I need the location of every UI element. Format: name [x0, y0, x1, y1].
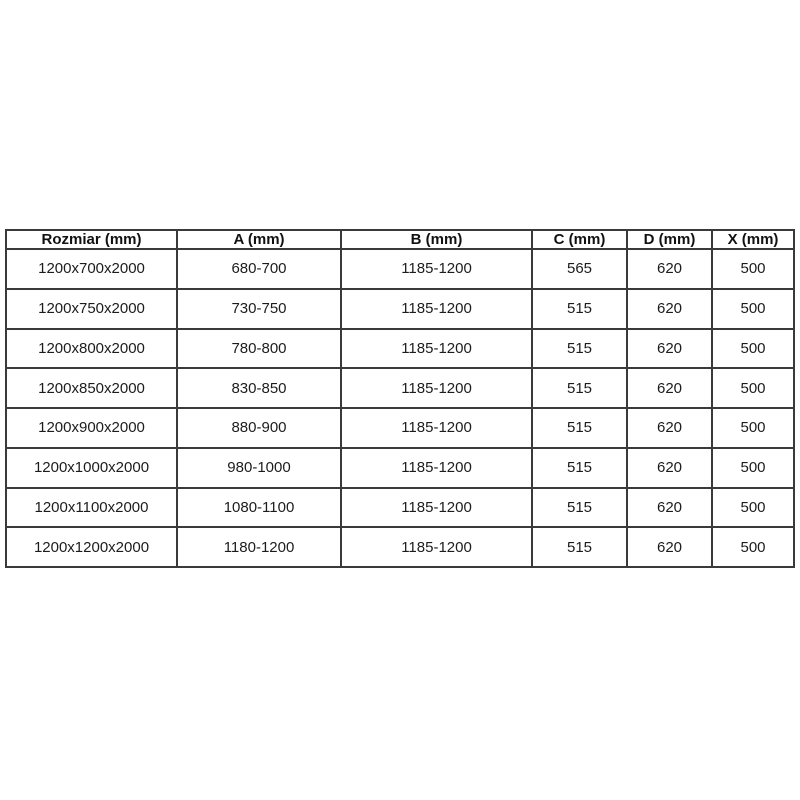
- table-cell: 1185-1200: [340, 367, 533, 409]
- column-header: Rozmiar (mm): [5, 229, 178, 250]
- size-table-container: Rozmiar (mm) A (mm) B (mm) C (mm) D (mm) X (m…: [5, 229, 795, 568]
- table-cell: 1200x1100x2000: [5, 486, 178, 529]
- table-cell: 515: [531, 526, 628, 568]
- column-header: D (mm): [626, 229, 713, 250]
- table-cell: 1200x900x2000: [5, 407, 178, 449]
- table-row: 1200x700x2000 680-700 1185-1200 565 620 500: [5, 248, 795, 290]
- table-cell: 1200x850x2000: [5, 367, 178, 409]
- table-cell: 980-1000: [176, 446, 342, 489]
- table-cell: 830-850: [176, 367, 342, 409]
- table-cell: 500: [711, 287, 795, 330]
- table-cell: 620: [626, 327, 713, 370]
- size-table-head: Rozmiar (mm) A (mm) B (mm) C (mm) D (mm) X (m…: [5, 229, 795, 250]
- table-cell: 1200x700x2000: [5, 248, 178, 290]
- table-cell: 620: [626, 526, 713, 568]
- table-cell: 500: [711, 446, 795, 489]
- size-table: Rozmiar (mm) A (mm) B (mm) C (mm) D (mm) X (m…: [5, 229, 795, 568]
- table-cell: 620: [626, 407, 713, 449]
- table-cell: 1185-1200: [340, 407, 533, 449]
- table-cell: 500: [711, 526, 795, 568]
- column-header: B (mm): [340, 229, 533, 250]
- table-cell: 880-900: [176, 407, 342, 449]
- table-cell: 620: [626, 367, 713, 409]
- table-cell: 620: [626, 446, 713, 489]
- table-row: 1200x750x2000 730-750 1185-1200 515 620 500: [5, 287, 795, 330]
- table-cell: 1200x1200x2000: [5, 526, 178, 568]
- table-cell: 565: [531, 248, 628, 290]
- table-cell: 1185-1200: [340, 248, 533, 290]
- table-cell: 515: [531, 287, 628, 330]
- column-header: A (mm): [176, 229, 342, 250]
- table-cell: 515: [531, 407, 628, 449]
- table-cell: 1185-1200: [340, 327, 533, 370]
- table-cell: 1185-1200: [340, 446, 533, 489]
- table-cell: 1080-1100: [176, 486, 342, 529]
- table-cell: 680-700: [176, 248, 342, 290]
- table-cell: 515: [531, 367, 628, 409]
- table-row: 1200x900x2000 880-900 1185-1200 515 620 500: [5, 407, 795, 449]
- table-row: 1200x800x2000 780-800 1185-1200 515 620 500: [5, 327, 795, 370]
- size-table-body: 1200x700x2000 680-700 1185-1200 565 620 500 12…: [5, 248, 795, 568]
- table-cell: 1185-1200: [340, 486, 533, 529]
- table-cell: 515: [531, 327, 628, 370]
- table-cell: 500: [711, 248, 795, 290]
- table-cell: 1200x1000x2000: [5, 446, 178, 489]
- table-cell: 500: [711, 367, 795, 409]
- table-cell: 620: [626, 486, 713, 529]
- table-cell: 1180-1200: [176, 526, 342, 568]
- table-cell: 780-800: [176, 327, 342, 370]
- table-cell: 620: [626, 287, 713, 330]
- table-cell: 500: [711, 407, 795, 449]
- table-cell: 515: [531, 446, 628, 489]
- table-row: 1200x850x2000 830-850 1185-1200 515 620 500: [5, 367, 795, 409]
- table-row: 1200x1200x2000 1180-1200 1185-1200 515 620 50…: [5, 526, 795, 568]
- table-cell: 620: [626, 248, 713, 290]
- table-row: 1200x1000x2000 980-1000 1185-1200 515 620 500: [5, 446, 795, 489]
- table-cell: 500: [711, 486, 795, 529]
- table-cell: 1200x750x2000: [5, 287, 178, 330]
- header-row: Rozmiar (mm) A (mm) B (mm) C (mm) D (mm) X (m…: [5, 229, 795, 250]
- table-cell: 730-750: [176, 287, 342, 330]
- table-row: 1200x1100x2000 1080-1100 1185-1200 515 620 50…: [5, 486, 795, 529]
- table-cell: 1185-1200: [340, 526, 533, 568]
- table-cell: 1200x800x2000: [5, 327, 178, 370]
- table-cell: 1185-1200: [340, 287, 533, 330]
- table-cell: 500: [711, 327, 795, 370]
- table-cell: 515: [531, 486, 628, 529]
- column-header: X (mm): [711, 229, 795, 250]
- column-header: C (mm): [531, 229, 628, 250]
